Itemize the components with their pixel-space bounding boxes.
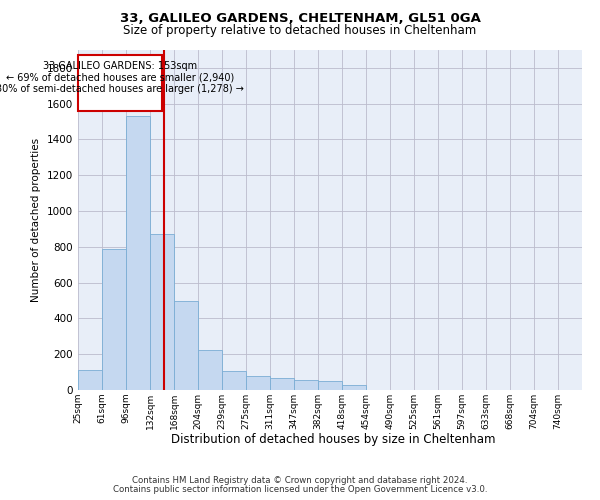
Text: 30% of semi-detached houses are larger (1,278) →: 30% of semi-detached houses are larger (… — [0, 84, 244, 94]
Bar — [270, 378, 294, 390]
Bar — [318, 381, 342, 390]
Bar — [78, 370, 102, 390]
Bar — [174, 300, 198, 390]
Bar — [198, 350, 222, 390]
Bar — [150, 234, 174, 390]
Text: Contains public sector information licensed under the Open Government Licence v3: Contains public sector information licen… — [113, 485, 487, 494]
Y-axis label: Number of detached properties: Number of detached properties — [31, 138, 41, 302]
Bar — [294, 380, 318, 390]
Bar — [342, 384, 366, 390]
Text: Size of property relative to detached houses in Cheltenham: Size of property relative to detached ho… — [124, 24, 476, 37]
Text: 33, GALILEO GARDENS, CHELTENHAM, GL51 0GA: 33, GALILEO GARDENS, CHELTENHAM, GL51 0G… — [119, 12, 481, 24]
Text: 33 GALILEO GARDENS: 153sqm: 33 GALILEO GARDENS: 153sqm — [43, 60, 197, 70]
Bar — [102, 248, 126, 390]
Text: Distribution of detached houses by size in Cheltenham: Distribution of detached houses by size … — [171, 432, 495, 446]
Bar — [246, 376, 270, 390]
Text: ← 69% of detached houses are smaller (2,940): ← 69% of detached houses are smaller (2,… — [6, 72, 235, 83]
Bar — [222, 371, 246, 390]
Text: Contains HM Land Registry data © Crown copyright and database right 2024.: Contains HM Land Registry data © Crown c… — [132, 476, 468, 485]
Bar — [126, 116, 150, 390]
FancyBboxPatch shape — [79, 56, 162, 111]
